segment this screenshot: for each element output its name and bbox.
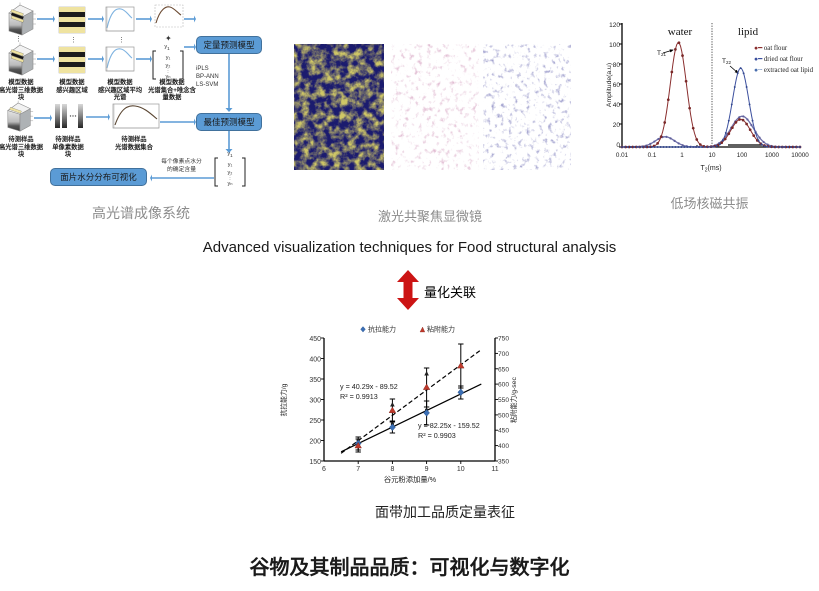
svg-text:700: 700 bbox=[498, 351, 509, 358]
svg-text:8: 8 bbox=[390, 466, 394, 473]
svg-text:10: 10 bbox=[457, 466, 465, 473]
svg-text:60: 60 bbox=[613, 82, 621, 89]
svg-text:0.01: 0.01 bbox=[616, 152, 629, 159]
svg-text:400: 400 bbox=[309, 357, 321, 364]
svg-text:谷元粉添加量/%: 谷元粉添加量/% bbox=[384, 475, 437, 484]
svg-text:Amplitude(a.u): Amplitude(a.u) bbox=[606, 63, 613, 107]
svg-text:T2(ms): T2(ms) bbox=[700, 165, 721, 174]
svg-text:100: 100 bbox=[737, 152, 748, 159]
svg-text:600: 600 bbox=[498, 382, 509, 389]
svg-text:40: 40 bbox=[613, 102, 621, 109]
svg-text:R² = 0.9913: R² = 0.9913 bbox=[340, 392, 378, 401]
svg-text:250: 250 bbox=[309, 418, 321, 425]
svg-text:1000: 1000 bbox=[765, 152, 780, 159]
svg-text:550: 550 bbox=[498, 397, 509, 404]
svg-text:T22: T22 bbox=[722, 58, 731, 65]
svg-text:150: 150 bbox=[309, 459, 321, 466]
svg-text:80: 80 bbox=[613, 62, 621, 69]
svg-text:粘附能力/g-sec: 粘附能力/g-sec bbox=[509, 377, 518, 423]
svg-text:300: 300 bbox=[309, 398, 321, 405]
svg-text:11: 11 bbox=[491, 466, 498, 473]
svg-text:500: 500 bbox=[498, 412, 509, 419]
svg-text:10000: 10000 bbox=[791, 152, 809, 159]
svg-text:750: 750 bbox=[498, 336, 509, 343]
svg-text:0: 0 bbox=[616, 142, 620, 149]
svg-text:lipid: lipid bbox=[738, 26, 759, 38]
svg-text:抗拉能力: 抗拉能力 bbox=[368, 325, 396, 334]
svg-text:100: 100 bbox=[609, 42, 620, 49]
svg-text:T21: T21 bbox=[657, 50, 666, 57]
svg-text:6: 6 bbox=[322, 466, 326, 473]
svg-text:粘附能力: 粘附能力 bbox=[427, 325, 455, 334]
svg-text:1: 1 bbox=[680, 152, 684, 159]
svg-text:350: 350 bbox=[309, 377, 321, 384]
svg-text:400: 400 bbox=[498, 443, 509, 450]
svg-text:450: 450 bbox=[498, 428, 509, 435]
svg-text:650: 650 bbox=[498, 366, 509, 373]
svg-text:120: 120 bbox=[609, 22, 620, 29]
svg-text:200: 200 bbox=[309, 439, 321, 446]
svg-text:9: 9 bbox=[425, 466, 429, 473]
svg-text:抗拉能力/g: 抗拉能力/g bbox=[279, 383, 288, 416]
svg-text:0.1: 0.1 bbox=[648, 152, 657, 159]
svg-text:350: 350 bbox=[498, 459, 509, 466]
svg-text:y = 40.29x - 89.52: y = 40.29x - 89.52 bbox=[340, 382, 398, 391]
svg-text:10: 10 bbox=[708, 152, 716, 159]
svg-text:R² = 0.9903: R² = 0.9903 bbox=[418, 431, 456, 440]
svg-text:7: 7 bbox=[356, 466, 360, 473]
svg-text:450: 450 bbox=[309, 336, 321, 343]
svg-text:20: 20 bbox=[613, 122, 621, 129]
svg-text:water: water bbox=[668, 26, 693, 38]
